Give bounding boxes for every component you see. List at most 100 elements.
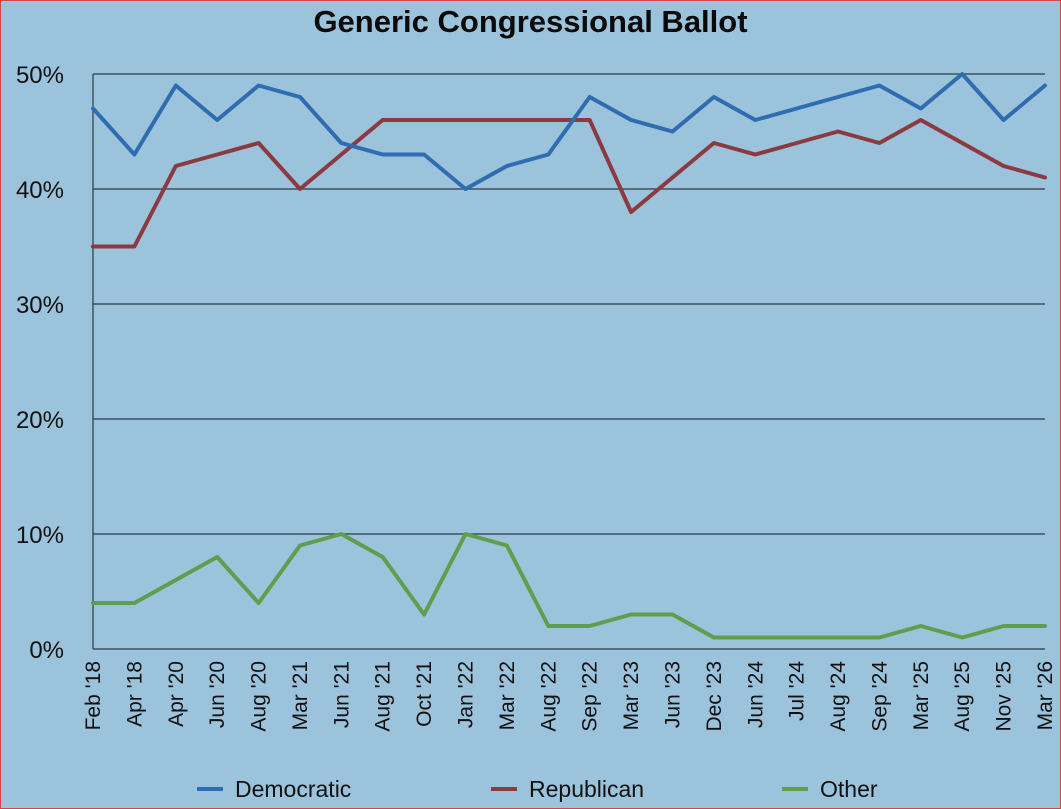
x-tick-label: Feb '18: [82, 661, 105, 730]
data-point-republican: [174, 164, 178, 168]
x-tick-label: Aug '21: [372, 661, 395, 732]
chart-title: Generic Congressional Ballot: [313, 4, 748, 39]
data-point-republican: [877, 141, 881, 145]
data-point-democratic: [629, 118, 633, 122]
data-point-republican: [464, 118, 468, 122]
data-point-democratic: [422, 153, 426, 156]
data-point-other: [919, 624, 923, 628]
data-point-other: [464, 532, 468, 536]
data-point-democratic: [257, 84, 261, 87]
data-point-democratic: [795, 107, 799, 110]
x-tick-label: Jun '20: [206, 661, 229, 728]
data-point-other: [298, 544, 302, 547]
data-point-republican: [215, 153, 219, 156]
x-tick-label: Jan '22: [455, 661, 478, 728]
data-point-other: [257, 601, 261, 605]
x-tick-label: Jun '21: [330, 661, 353, 728]
x-tick-label: Aug '20: [248, 661, 271, 732]
x-tick-label: Mar '26: [1034, 661, 1057, 730]
data-point-other: [795, 636, 799, 639]
data-point-republican: [91, 245, 95, 248]
data-point-republican: [546, 118, 550, 122]
x-tick-label: Mar '21: [289, 661, 312, 730]
x-tick-label: Apr '18: [123, 661, 146, 727]
legend-label-other: Other: [820, 776, 878, 802]
data-point-other: [505, 544, 509, 547]
data-point-democratic: [339, 141, 343, 145]
data-point-democratic: [215, 118, 219, 122]
y-tick-label: 30%: [16, 292, 64, 319]
data-point-republican: [1002, 164, 1006, 168]
data-point-democratic: [505, 164, 509, 168]
x-tick-label: Nov '25: [993, 661, 1016, 732]
data-point-democratic: [960, 72, 964, 76]
x-tick-label: Mar '22: [496, 661, 519, 730]
data-point-republican: [795, 141, 799, 145]
data-point-other: [381, 555, 385, 559]
data-point-democratic: [836, 95, 840, 99]
x-tick-label: Apr '20: [165, 661, 188, 727]
data-point-other: [960, 636, 964, 639]
data-point-other: [174, 578, 178, 582]
data-point-other: [422, 613, 426, 616]
legend-label-republican: Republican: [529, 776, 644, 802]
data-point-republican: [422, 118, 426, 122]
data-point-democratic: [919, 107, 923, 110]
x-tick-label: Jun '24: [744, 661, 767, 728]
data-point-other: [1002, 624, 1006, 628]
data-point-other: [712, 636, 716, 639]
data-point-other: [753, 636, 757, 639]
data-point-democratic: [91, 107, 95, 110]
data-point-democratic: [1002, 118, 1006, 122]
y-tick-label: 40%: [16, 177, 64, 204]
x-tick-label: Jun '23: [661, 661, 684, 728]
x-axis-ticks: Feb '18 Apr '18 Apr '20 Jun '20 Aug '20 Mar '…: [82, 661, 1057, 732]
data-point-other: [588, 624, 592, 628]
data-point-republican: [505, 118, 509, 122]
data-point-other: [877, 636, 881, 639]
x-tick-label: Sep '22: [579, 661, 602, 732]
data-point-other: [836, 636, 840, 639]
x-tick-label: Mar '23: [620, 661, 643, 730]
x-tick-label: Aug '25: [951, 661, 974, 732]
data-point-republican: [257, 141, 261, 145]
x-tick-label: Oct '21: [413, 661, 436, 727]
data-point-democratic: [588, 95, 592, 99]
grid-lines: [92, 73, 1045, 650]
x-tick-label: Aug '24: [827, 661, 850, 732]
data-point-democratic: [670, 130, 674, 133]
data-point-democratic: [546, 153, 550, 156]
series-lines: [91, 72, 1047, 640]
y-tick-label: 20%: [16, 407, 64, 434]
x-tick-label: Mar '25: [910, 661, 933, 730]
data-point-other: [91, 601, 95, 605]
data-point-other: [1043, 624, 1047, 628]
x-tick-label: Aug '22: [537, 661, 560, 732]
data-point-republican: [588, 118, 592, 122]
data-point-democratic: [877, 84, 881, 87]
data-point-republican: [339, 153, 343, 156]
legend-label-democratic: Democratic: [235, 776, 351, 802]
data-point-republican: [1043, 176, 1047, 179]
series-line-republican: [91, 118, 1047, 249]
legend: Democratic Republican Other: [197, 776, 878, 802]
data-point-democratic: [298, 95, 302, 99]
data-point-republican: [919, 118, 923, 122]
y-tick-label: 50%: [16, 62, 64, 89]
data-point-republican: [132, 245, 136, 248]
x-tick-label: Jul '24: [786, 661, 809, 721]
data-point-democratic: [1043, 84, 1047, 87]
data-point-other: [670, 613, 674, 616]
data-point-other: [339, 532, 343, 536]
data-point-democratic: [753, 118, 757, 122]
data-point-other: [215, 555, 219, 559]
y-axis-ticks: 0% 10% 20% 30% 40% 50%: [16, 62, 64, 664]
data-point-democratic: [464, 187, 468, 191]
data-point-republican: [753, 153, 757, 156]
data-point-democratic: [381, 153, 385, 156]
series-line-other: [91, 532, 1047, 640]
x-tick-label: Sep '24: [868, 661, 891, 732]
data-point-republican: [836, 130, 840, 133]
